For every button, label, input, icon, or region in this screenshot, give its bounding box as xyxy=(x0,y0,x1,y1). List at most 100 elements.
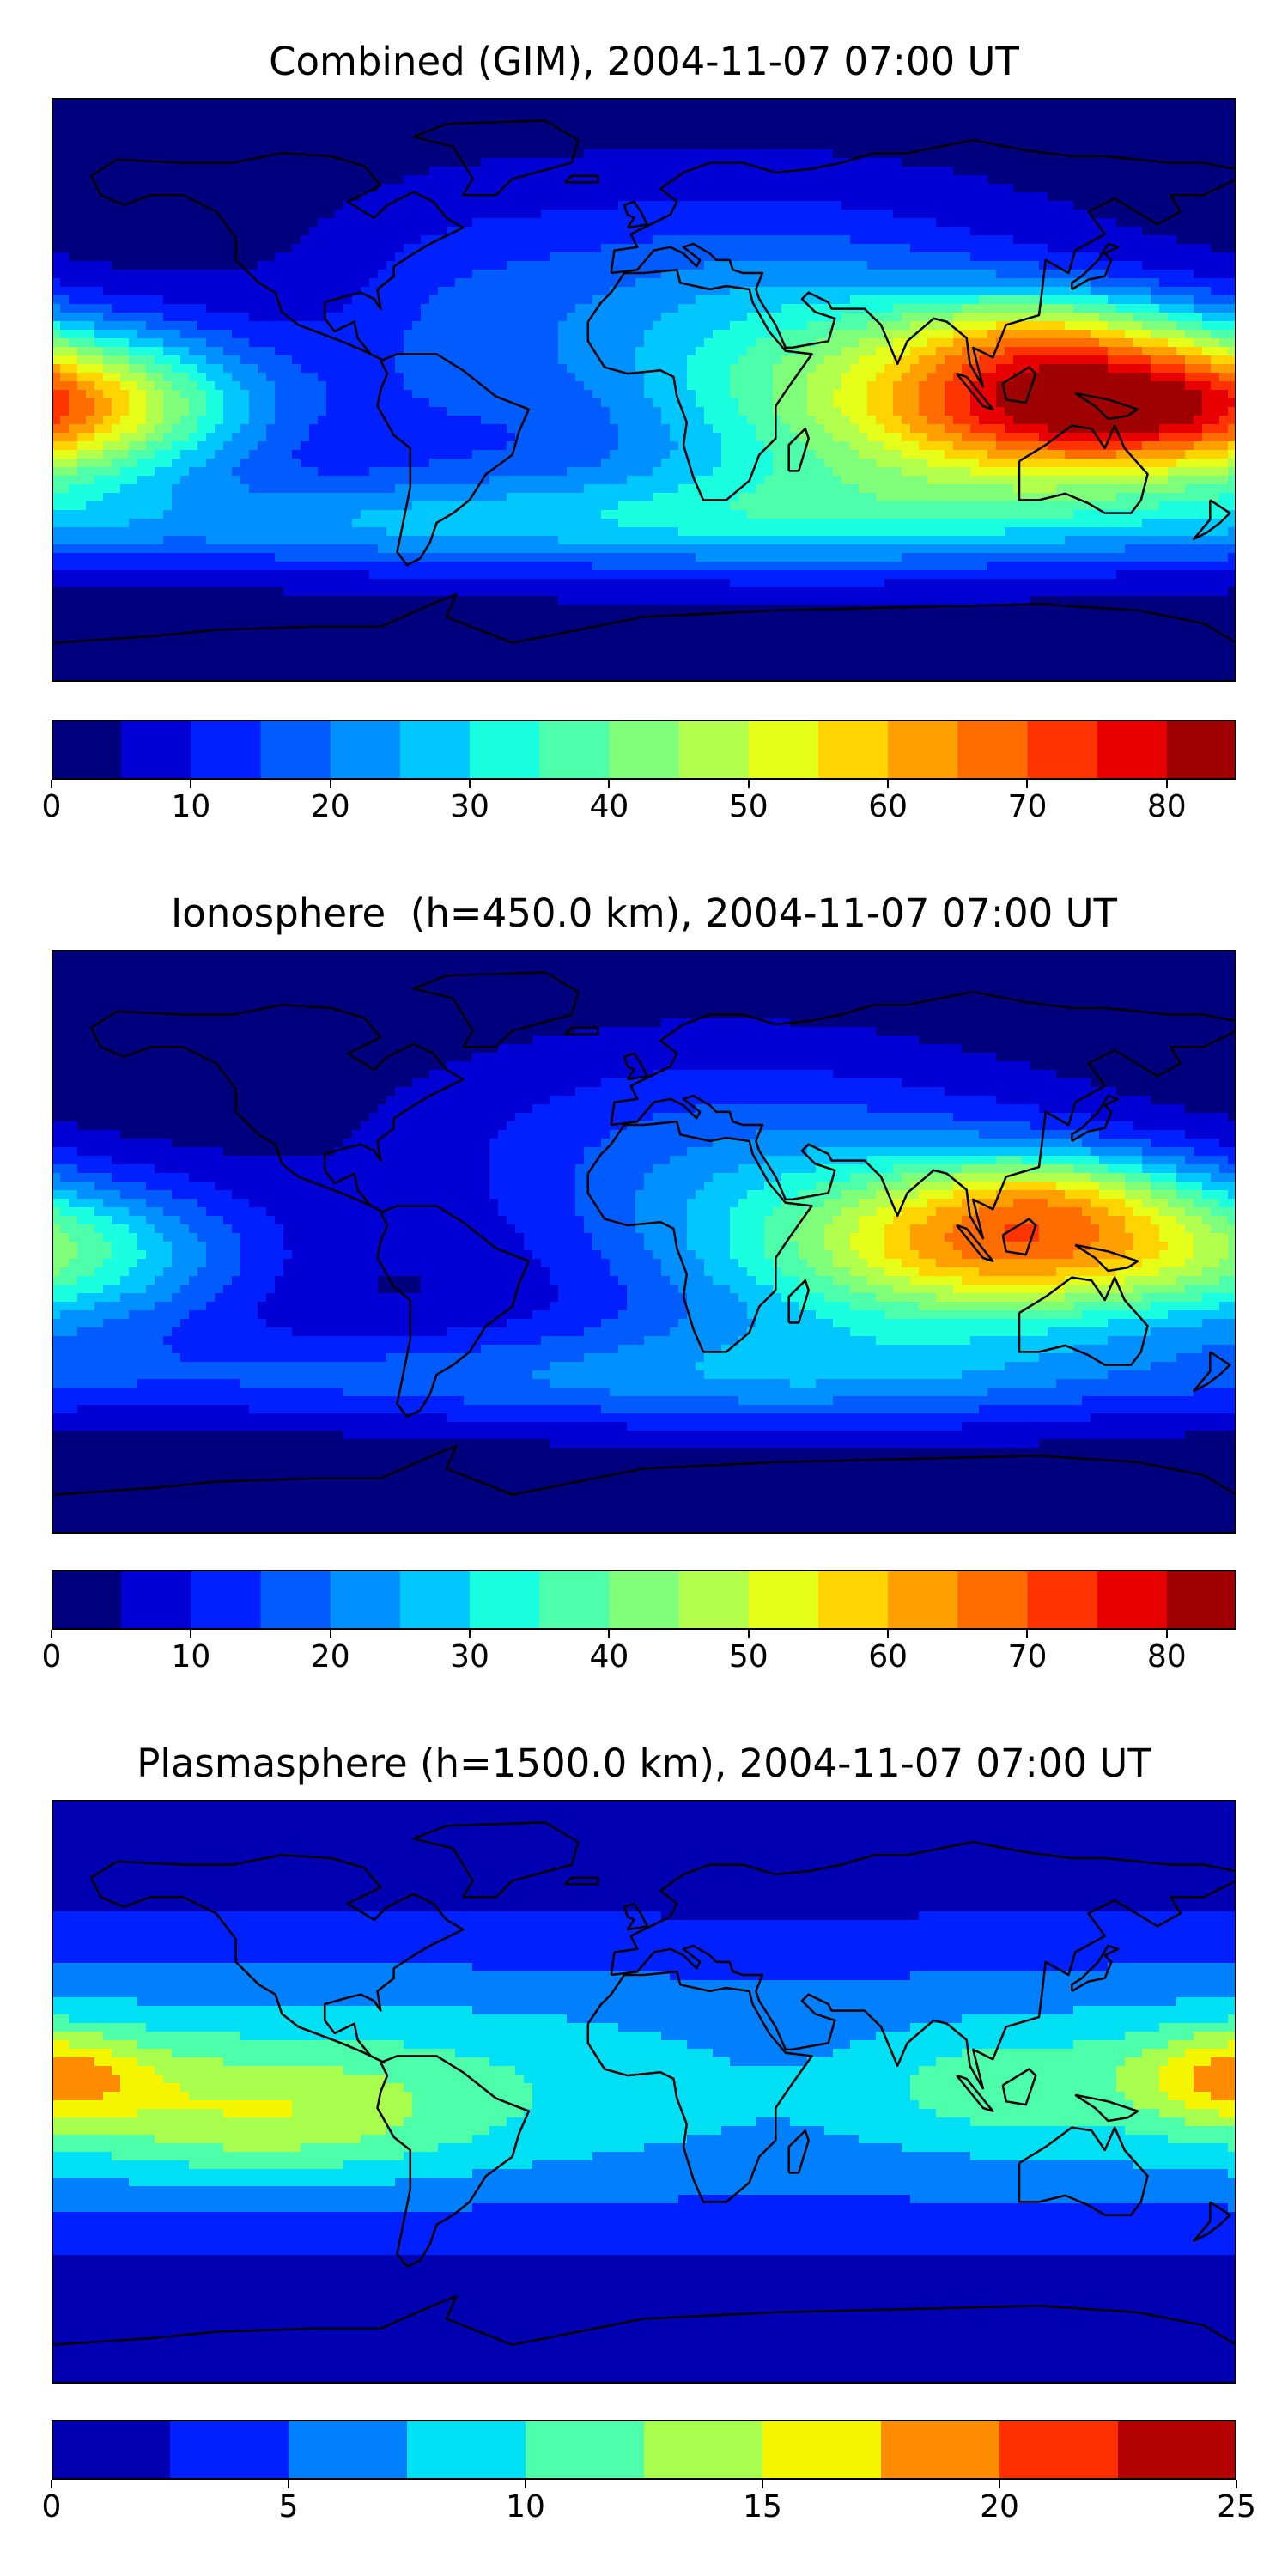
tec-cell xyxy=(1091,287,1100,296)
tec-cell xyxy=(1065,98,1074,107)
tec-cell xyxy=(369,278,379,288)
tec-cell xyxy=(962,227,971,236)
tec-cell xyxy=(927,149,937,159)
tec-cell xyxy=(721,270,731,279)
tec-cell xyxy=(60,227,70,236)
tec-cell xyxy=(1151,381,1160,391)
tec-cell xyxy=(1176,141,1186,150)
tec-cell xyxy=(515,287,525,296)
tec-cell xyxy=(94,149,104,159)
tec-cell xyxy=(472,295,482,305)
tec-cell xyxy=(412,381,422,391)
tec-cell xyxy=(455,295,465,305)
tec-cell xyxy=(979,115,988,125)
tec-cell xyxy=(532,278,542,288)
tec-cell xyxy=(550,295,559,305)
tec-cell xyxy=(258,201,267,210)
tec-cell xyxy=(1202,149,1212,159)
tec-cell xyxy=(584,167,593,176)
tec-cell xyxy=(1228,158,1236,167)
tec-cell xyxy=(730,313,739,322)
tec-cell xyxy=(592,210,602,219)
tec-cell xyxy=(927,304,937,313)
tec-cell xyxy=(258,141,267,150)
tec-cell xyxy=(558,158,568,167)
tec-cell xyxy=(1073,278,1083,288)
tec-cell xyxy=(249,330,258,339)
tec-cell xyxy=(1039,313,1048,322)
tec-cell xyxy=(197,227,207,236)
tec-cell xyxy=(1211,124,1220,133)
tec-cell xyxy=(335,149,344,159)
tec-cell xyxy=(721,373,731,382)
tec-cell xyxy=(1159,201,1169,210)
tec-cell xyxy=(489,218,499,228)
tec-cell xyxy=(653,321,662,331)
tec-cell xyxy=(137,184,147,193)
tec-cell xyxy=(77,115,87,125)
tec-cell xyxy=(507,149,516,159)
tec-cell xyxy=(489,261,499,270)
tec-cell xyxy=(129,347,138,356)
tec-cell xyxy=(876,287,885,296)
tec-cell xyxy=(318,124,327,133)
tec-cell xyxy=(343,364,353,374)
tec-cell xyxy=(155,364,164,374)
tec-cell xyxy=(447,158,456,167)
tec-cell xyxy=(799,278,808,288)
tec-cell xyxy=(309,106,319,116)
tec-cell xyxy=(644,287,653,296)
tec-cell xyxy=(550,287,559,296)
tec-cell xyxy=(850,167,860,176)
tec-cell xyxy=(1116,278,1126,288)
tec-cell xyxy=(1228,115,1236,125)
tec-cell xyxy=(412,398,422,408)
tec-cell xyxy=(266,287,276,296)
tec-cell xyxy=(927,218,937,228)
tec-cell xyxy=(1194,132,1203,142)
tec-cell xyxy=(129,184,138,193)
tec-cell xyxy=(481,167,490,176)
tec-cell xyxy=(1056,373,1066,382)
tec-cell xyxy=(970,132,980,142)
tec-cell xyxy=(833,347,842,356)
tec-cell xyxy=(515,330,525,339)
tec-cell xyxy=(197,381,207,391)
tec-cell xyxy=(919,124,928,133)
tec-cell xyxy=(464,175,473,185)
tec-cell xyxy=(962,141,971,150)
tec-cell xyxy=(781,158,791,167)
tec-cell xyxy=(653,167,662,176)
tec-cell xyxy=(361,167,370,176)
tec-cell xyxy=(361,244,370,253)
tec-cell xyxy=(824,175,834,185)
tec-cell xyxy=(738,149,748,159)
tec-cell xyxy=(1022,321,1031,331)
tec-cell xyxy=(1056,141,1066,150)
tec-cell xyxy=(240,252,250,262)
tec-cell xyxy=(1056,218,1066,228)
tec-cell xyxy=(1039,235,1048,245)
tec-cell xyxy=(112,244,121,253)
tec-cell xyxy=(790,175,799,185)
tec-cell xyxy=(558,330,568,339)
tec-cell xyxy=(421,355,430,365)
tec-cell xyxy=(455,192,465,202)
tec-cell xyxy=(112,124,121,133)
tec-cell xyxy=(266,373,276,382)
tec-cell xyxy=(919,373,928,382)
tec-cell xyxy=(627,192,636,202)
tec-cell xyxy=(721,149,731,159)
tec-cell xyxy=(1013,115,1023,125)
tec-cell xyxy=(172,304,181,313)
tec-cell xyxy=(301,184,310,193)
tec-cell xyxy=(721,167,731,176)
tec-cell xyxy=(790,304,799,313)
tec-cell xyxy=(481,244,490,253)
tec-cell xyxy=(489,270,499,279)
tec-cell xyxy=(678,158,688,167)
tec-cell xyxy=(1005,330,1014,339)
tec-cell xyxy=(567,201,576,210)
tec-cell xyxy=(172,141,181,150)
tec-cell xyxy=(927,270,937,279)
